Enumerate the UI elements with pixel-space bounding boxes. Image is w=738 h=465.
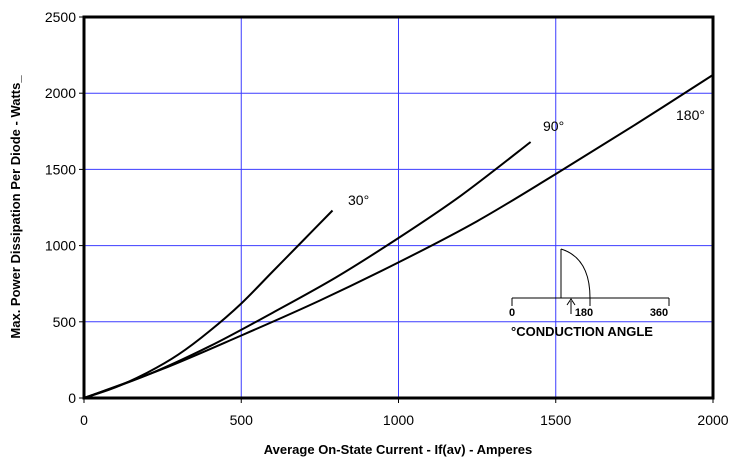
inset-label-180: 180 bbox=[575, 307, 593, 319]
series-line-0 bbox=[83, 209, 334, 399]
y-tick-label: 500 bbox=[53, 314, 77, 330]
axis-ticks: 0 500 1000 1500 2000 0 500 1000 1500 2000 2500 bbox=[45, 9, 729, 428]
inset-label-0: 0 bbox=[509, 307, 515, 319]
series-lines bbox=[83, 74, 714, 399]
conduction-angle-inset: 0 180 360 °CONDUCTION ANGLE bbox=[509, 248, 670, 339]
x-tick-label: 0 bbox=[80, 412, 88, 428]
inset-title: °CONDUCTION ANGLE bbox=[511, 324, 653, 339]
inset-label-360: 360 bbox=[650, 307, 668, 319]
y-tick-label: 1000 bbox=[45, 238, 76, 254]
x-tick-label: 1500 bbox=[540, 412, 571, 428]
series-line-2 bbox=[83, 74, 714, 399]
inset-arrow-icon bbox=[566, 298, 576, 306]
y-tick-label: 0 bbox=[68, 390, 76, 406]
y-tick-label: 2000 bbox=[45, 85, 76, 101]
grid bbox=[84, 17, 713, 398]
x-tick-label: 2000 bbox=[697, 412, 728, 428]
y-tick-label: 1500 bbox=[45, 161, 76, 177]
x-tick-label: 500 bbox=[230, 412, 254, 428]
y-axis-title: Max. Power Dissipation Per Diode - Watts… bbox=[8, 75, 23, 339]
y-tick-label: 2500 bbox=[45, 9, 76, 25]
series-label-90: 90° bbox=[543, 118, 564, 134]
series-label-30: 30° bbox=[348, 192, 369, 208]
x-tick-label: 1000 bbox=[383, 412, 414, 428]
inset-conduction-arc bbox=[560, 248, 591, 299]
x-axis-title: Average On-State Current - If(av) - Ampe… bbox=[264, 442, 533, 457]
series-label-180: 180° bbox=[676, 107, 705, 123]
series-line-1 bbox=[83, 141, 532, 399]
